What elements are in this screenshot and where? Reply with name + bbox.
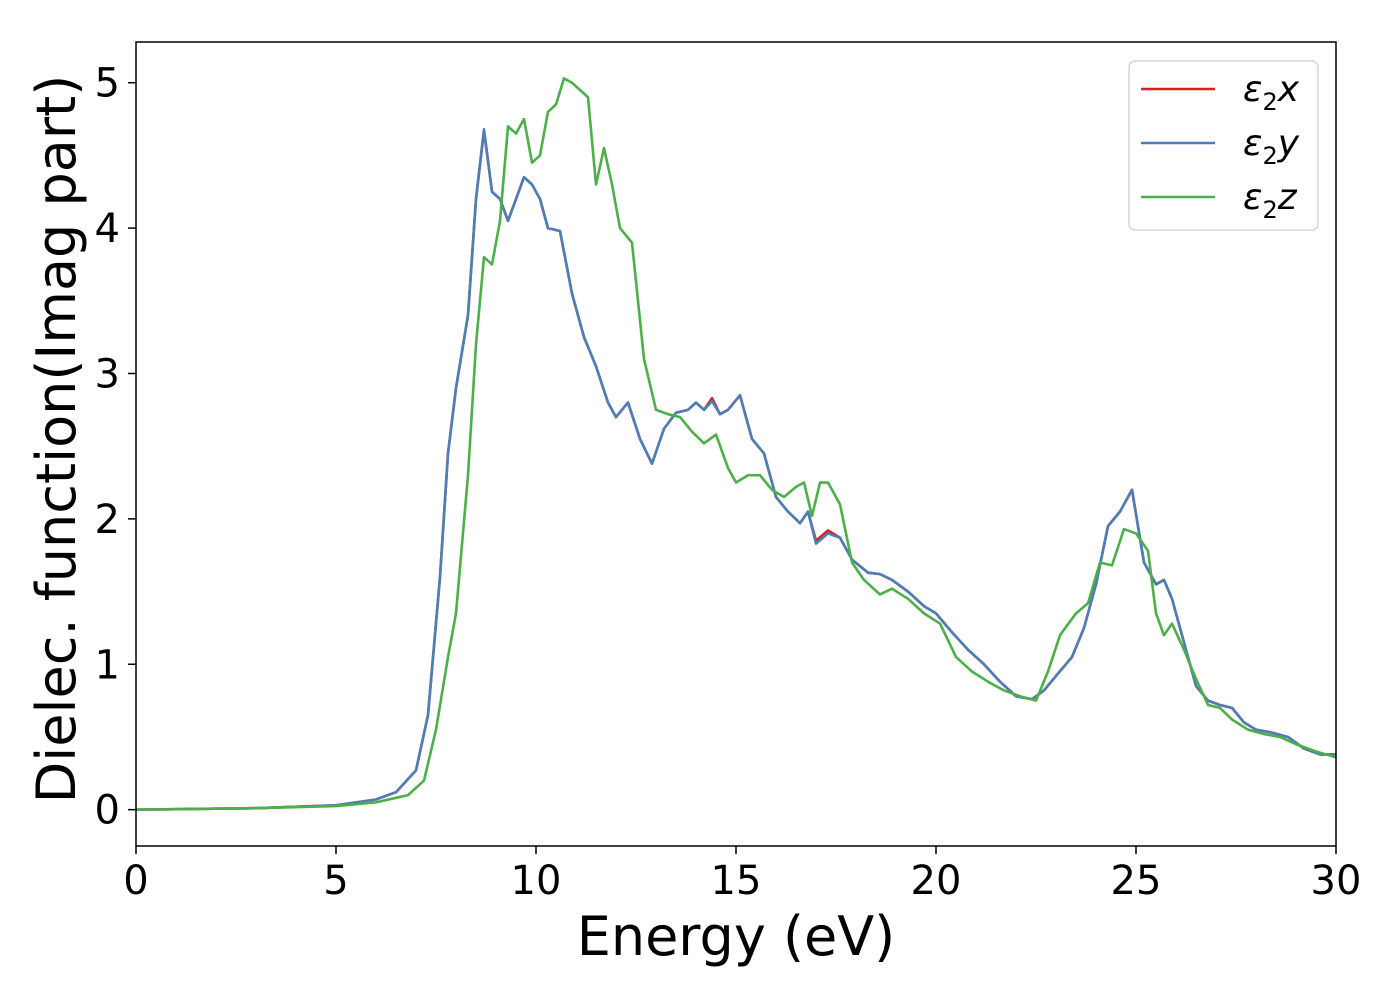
y-tick-label: 3 [95, 351, 120, 397]
x-tick-label: 30 [1311, 858, 1362, 904]
y-axis-label: Dielec. function(Imag part) [25, 75, 88, 804]
legend-label: ε2z [1243, 177, 1298, 224]
x-tick-label: 20 [911, 858, 962, 904]
y-tick-label: 1 [95, 642, 120, 688]
x-tick-label: 5 [323, 858, 348, 904]
series-layer [136, 77, 1336, 811]
series-line-y [136, 127, 1336, 811]
legend-label: ε2x [1243, 69, 1300, 116]
legend-item-z: ε2z [1141, 177, 1298, 224]
y-tick-label: 5 [95, 61, 120, 107]
y-tick-label: 0 [95, 788, 120, 834]
x-axis-label: Energy (eV) [577, 905, 896, 968]
series-line-z [136, 77, 1336, 811]
x-axis-ticks: 0 5 10 15 20 25 30 [123, 846, 1361, 904]
y-tick-label: 2 [95, 497, 120, 543]
x-tick-label: 10 [511, 858, 562, 904]
x-tick-label: 15 [711, 858, 762, 904]
legend-item-x: ε2x [1141, 69, 1300, 116]
y-axis-ticks: 0 1 2 3 4 5 [95, 61, 136, 834]
x-tick-label: 0 [123, 858, 148, 904]
legend-box [1128, 60, 1319, 231]
legend-label: ε2y [1243, 123, 1300, 170]
y-tick-label: 4 [95, 206, 120, 252]
legend: ε2x ε2y ε2z [1128, 60, 1319, 231]
x-tick-label: 25 [1111, 858, 1162, 904]
legend-item-y: ε2y [1141, 123, 1300, 170]
